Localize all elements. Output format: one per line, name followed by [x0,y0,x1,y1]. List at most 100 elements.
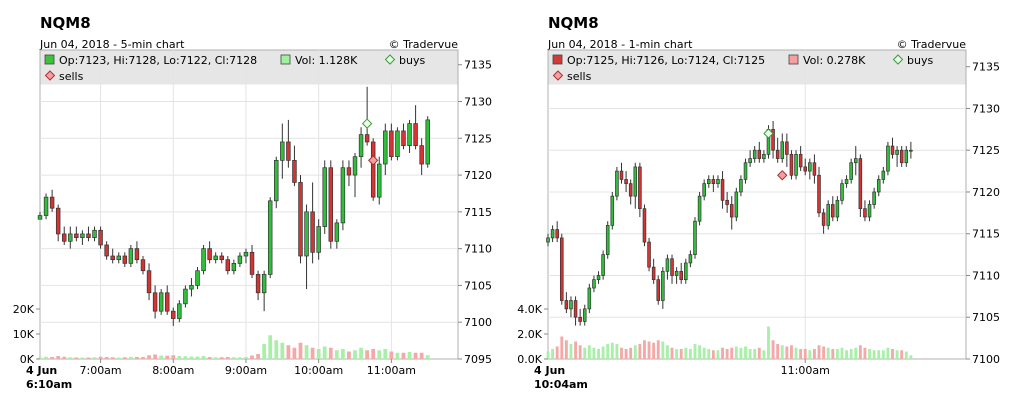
volume-bar [292,347,297,359]
candle-body [748,158,752,164]
candle-body [68,233,73,242]
candle-body [904,149,909,164]
price-tick-label: 7135 [972,61,1000,74]
candle-body [310,211,315,253]
candle-body [569,300,573,310]
candle-body [711,179,716,184]
volume-bar [244,357,248,359]
candle-body [340,167,346,224]
buy-marker [361,118,373,129]
chart-credit: © Tradervue [896,38,966,51]
volume-bar [698,345,702,359]
volume-bar [401,352,406,359]
candle-body [826,204,830,226]
candle-body [684,262,688,281]
candle-body [780,141,785,159]
volume-bar [256,354,260,359]
candle-body [592,279,596,289]
chart-subtitle: Jun 04, 2018 - 1-min chart [548,38,693,51]
volume-bar [863,347,867,359]
candle-body [334,222,340,242]
volume-bar [280,342,285,359]
volume-bar [62,356,67,359]
candle-body [274,160,279,202]
candle-body [183,288,188,305]
candle-body [702,183,706,197]
volume-bar [304,345,309,359]
candle-body [628,183,633,197]
candle-body [158,292,164,312]
chart-panel-1min: NQM8 Jun 04, 2018 - 1-min chart © Trader… [508,0,1020,411]
candle-body [858,158,863,210]
candle-body [775,149,780,159]
candle-body [352,156,358,176]
volume-bar [316,349,321,359]
candle-body [803,166,808,172]
volume-bar [546,351,550,359]
legend-box [40,50,458,85]
volume-bar [679,349,683,359]
candle-body [43,196,49,216]
volume-bar [904,351,908,359]
candle-body [413,123,418,146]
volume-bar [104,357,109,359]
candle-body [225,259,231,272]
volume-bar [744,346,747,359]
candle-body [383,130,388,165]
candle-body [389,130,394,158]
x-tick-label: 7:00am [79,364,121,377]
candle-body [794,154,798,176]
volume-bar [629,347,633,359]
candle-body [853,158,858,164]
volume-bar [419,352,424,359]
volume-bar [620,347,623,359]
volume-tick-label: 0.0K [517,353,542,366]
volume-bar [389,351,394,359]
volume-bar [808,350,812,359]
candle-body [122,255,128,264]
volume-bar [135,357,139,359]
candle-body [771,128,775,151]
candle-body [619,170,624,180]
volume-bar [643,340,646,359]
candle-body [152,292,158,312]
price-tick-label: 7115 [464,206,492,219]
volume-bar [822,346,826,359]
candle-body [840,183,844,201]
volume-bar [647,341,651,359]
volume-bar [395,352,400,359]
volume-bar [817,345,821,359]
candle-body [582,308,587,322]
candle-body [92,229,97,238]
volume-bar [268,335,273,359]
candle-body [734,191,739,218]
volume-bar [776,344,780,359]
volume-bar [98,356,103,359]
volume-bar [895,350,899,359]
x-tick-label: 8:00am [152,364,194,377]
plot-area [547,49,967,360]
volume-bar [56,356,61,359]
legend-buys-label: buys [907,54,933,67]
legend-ohlc-label: Op:7125, Hi:7126, Lo:7124, Cl:7125 [567,54,765,67]
candle-body [596,275,601,281]
candle-body [876,179,881,193]
candle-body [304,211,309,257]
volume-bar [592,347,596,359]
candle-body [578,316,582,322]
volume-bar [286,345,291,359]
volume-bar [670,347,674,359]
legend-buys-label: buys [399,54,425,67]
candle-body [243,251,249,257]
legend-sells-label: sells [567,70,592,83]
price-tick-label: 7130 [972,102,1000,115]
volume-bar [716,350,720,359]
x-start-date: 4 Jun [534,364,565,377]
volume-bar [597,349,600,359]
legend-sells-icon [44,70,56,81]
candle-body [633,166,638,197]
candle-body [610,195,615,226]
price-tick-label: 7100 [972,353,1000,366]
candle-body [899,149,904,164]
legend-ohlc-label: Op:7123, Hi:7128, Lo:7122, Cl:7128 [59,54,257,67]
